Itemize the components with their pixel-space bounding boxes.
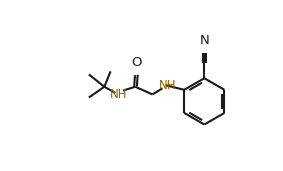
Text: NH: NH — [159, 80, 177, 93]
Text: NH: NH — [110, 88, 128, 101]
Text: N: N — [200, 35, 209, 48]
Text: O: O — [131, 56, 142, 69]
